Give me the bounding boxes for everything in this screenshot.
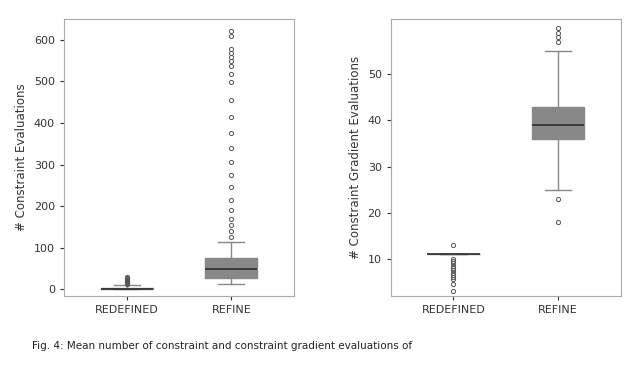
- PathPatch shape: [100, 288, 153, 289]
- Text: Fig. 4: Mean number of constraint and constraint gradient evaluations of: Fig. 4: Mean number of constraint and co…: [32, 341, 412, 351]
- Y-axis label: # Constraint Gradient Evaluations: # Constraint Gradient Evaluations: [349, 56, 362, 259]
- Y-axis label: # Constraint Evaluations: # Constraint Evaluations: [15, 83, 28, 231]
- PathPatch shape: [205, 258, 257, 278]
- PathPatch shape: [532, 106, 584, 139]
